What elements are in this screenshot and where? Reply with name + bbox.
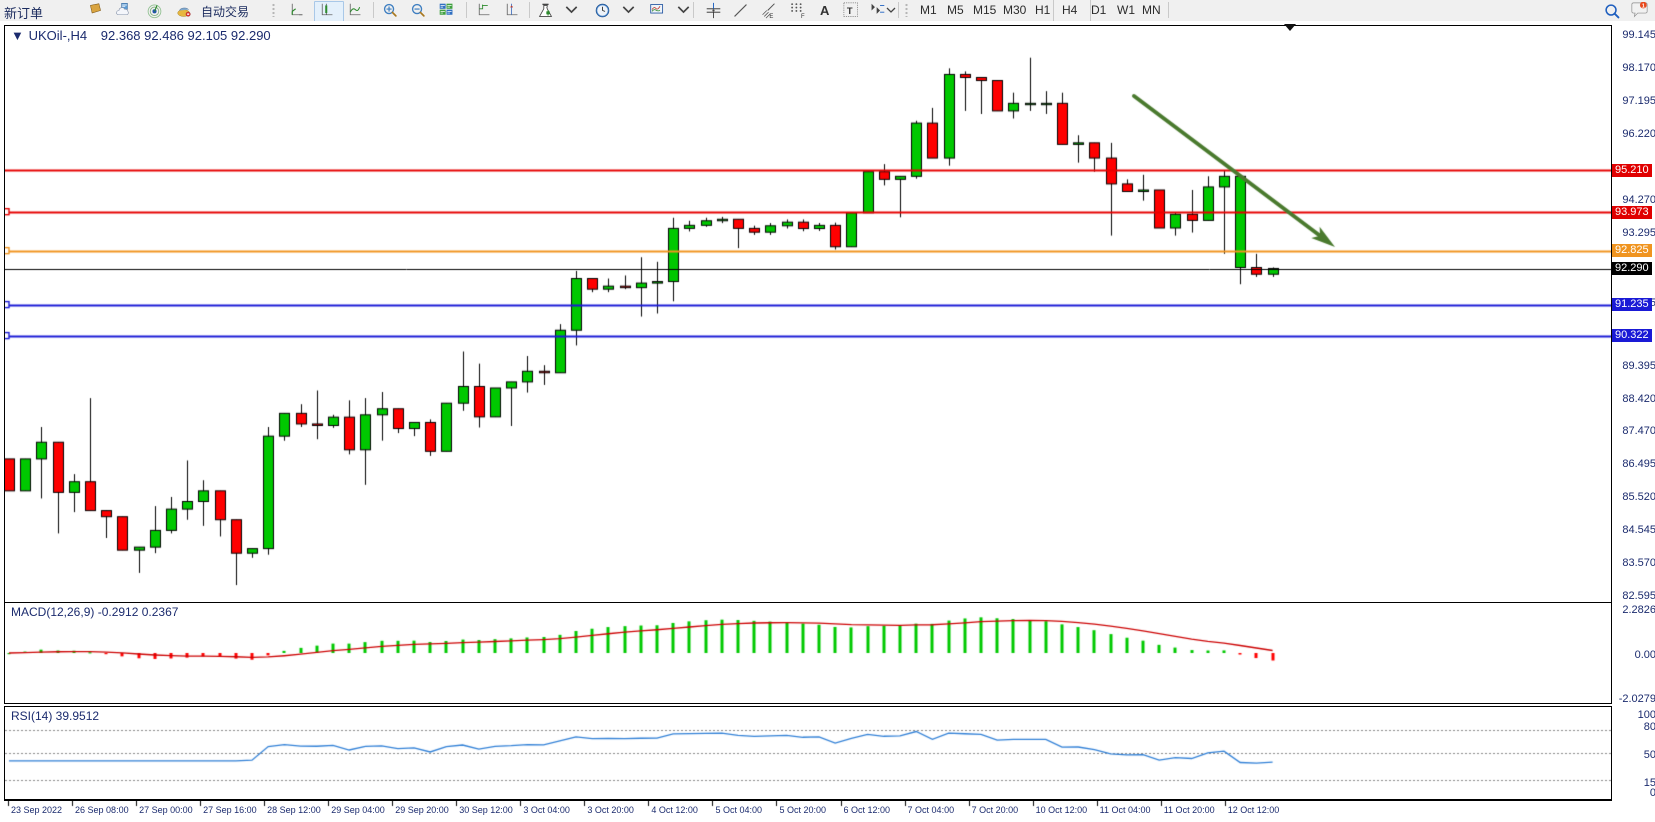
svg-text:T: T bbox=[847, 6, 853, 16]
svg-text:F: F bbox=[801, 14, 805, 19]
svg-text:E: E bbox=[769, 14, 773, 19]
svg-text:1: 1 bbox=[1642, 3, 1645, 9]
